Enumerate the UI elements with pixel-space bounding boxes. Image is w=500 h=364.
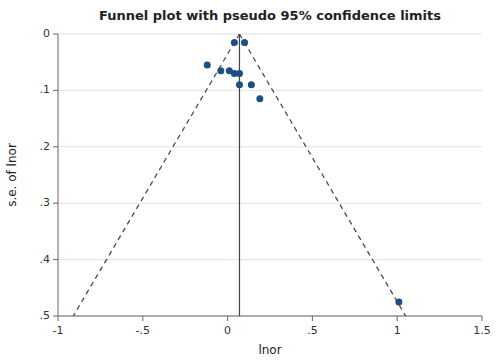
tick-label: 1	[394, 324, 401, 337]
data-point	[217, 67, 224, 74]
tick-mark	[53, 316, 58, 317]
title: Funnel plot with pseudo 95% confidence l…	[99, 8, 441, 23]
data-point	[236, 70, 243, 77]
grid-line	[58, 203, 482, 204]
tick-mark	[482, 316, 483, 321]
data-point	[256, 95, 263, 102]
data-point	[236, 81, 243, 88]
data-point	[248, 81, 255, 88]
confidence-line	[239, 34, 405, 316]
y-axis-label: s.e. of lnor	[5, 143, 19, 207]
grid-line	[58, 34, 482, 35]
plot-area	[58, 34, 482, 316]
data-point	[204, 62, 211, 69]
grid-line	[58, 316, 482, 317]
x-axis-line	[58, 316, 482, 317]
tick-label: -.5	[136, 324, 150, 337]
tick-mark	[227, 316, 228, 321]
tick-mark	[53, 34, 58, 35]
tick-mark	[53, 259, 58, 260]
tick-label: .3	[40, 196, 51, 209]
tick-label: 1.5	[473, 324, 491, 337]
tick-label: .5	[307, 324, 318, 337]
marks	[73, 34, 405, 316]
data-point	[231, 39, 238, 46]
chart: 0.1.2.3.4.5-1-.50.511.5Funnel plot with …	[0, 0, 500, 364]
tick-mark	[53, 203, 58, 204]
grid-line	[58, 90, 482, 91]
tick-label: -1	[53, 324, 64, 337]
data-point	[395, 298, 402, 305]
tick-label: 0	[224, 324, 231, 337]
tick-mark	[53, 146, 58, 147]
tick-label: .2	[40, 140, 51, 153]
y-axis-line	[58, 34, 59, 316]
tick-label: .5	[40, 309, 51, 322]
grid-line	[58, 146, 482, 147]
grid-line	[58, 259, 482, 260]
tick-mark	[397, 316, 398, 321]
x-axis-label: lnor	[258, 343, 281, 357]
tick-mark	[58, 316, 59, 321]
tick-label: .1	[40, 83, 51, 96]
tick-mark	[142, 316, 143, 321]
tick-mark	[312, 316, 313, 321]
confidence-line	[73, 34, 239, 316]
tick-label: .4	[40, 253, 51, 266]
tick-mark	[53, 90, 58, 91]
data-point	[241, 39, 248, 46]
tick-label: 0	[43, 27, 50, 40]
